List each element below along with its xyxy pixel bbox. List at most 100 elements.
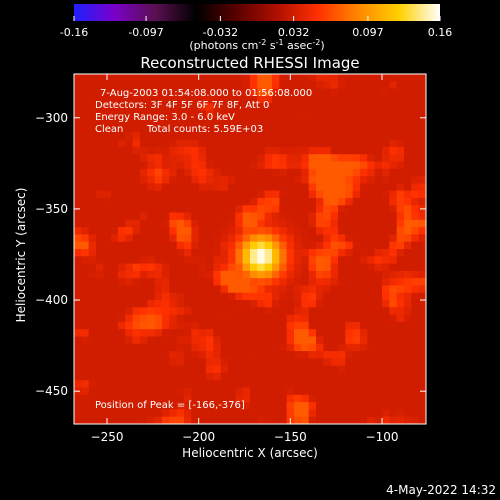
- heatmap-cell: [154, 372, 163, 381]
- heatmap-cell: [257, 132, 266, 141]
- heatmap-cell: [301, 336, 310, 345]
- heatmap-cell: [206, 402, 214, 411]
- heatmap-cell: [154, 300, 163, 308]
- heatmap-cell: [198, 139, 207, 148]
- heatmap-cell: [96, 256, 104, 265]
- heatmap-cell: [103, 241, 112, 250]
- heatmap-cell: [176, 336, 185, 345]
- heatmap-cell: [88, 314, 97, 323]
- heatmap-cell: [404, 103, 412, 112]
- heatmap-cell: [352, 176, 361, 184]
- heatmap-cell: [228, 365, 236, 374]
- heatmap-cell: [228, 234, 236, 243]
- heatmap-cell: [338, 183, 346, 192]
- heatmap-cell: [257, 270, 266, 279]
- heatmap-cell: [279, 358, 288, 367]
- heatmap-cell: [389, 190, 398, 199]
- heatmap-cell: [352, 292, 361, 301]
- heatmap-cell: [374, 219, 383, 228]
- heatmap-cell: [140, 176, 148, 184]
- heatmap-cell: [250, 241, 258, 250]
- colorbar-tick-label: 0.16: [428, 26, 453, 39]
- heatmap-cell: [118, 380, 126, 389]
- heatmap-cell: [338, 292, 346, 301]
- heatmap-cell: [191, 139, 200, 148]
- heatmap-cell: [316, 387, 324, 396]
- heatmap-cell: [81, 234, 90, 243]
- x-axis-label: Heliocentric X (arcsec): [182, 446, 318, 460]
- heatmap-cell: [198, 314, 207, 323]
- heatmap-cell: [294, 321, 302, 330]
- heatmap-cell: [147, 402, 156, 411]
- heatmap-cell: [110, 300, 119, 308]
- heatmap-cell: [191, 256, 200, 265]
- heatmap-cell: [396, 154, 405, 163]
- heatmap-cell: [198, 212, 207, 221]
- heatmap-cell: [418, 394, 426, 403]
- heatmap-cell: [154, 205, 163, 214]
- heatmap-cell: [81, 365, 90, 374]
- heatmap-cell: [382, 402, 390, 411]
- heatmap-cell: [374, 176, 383, 184]
- heatmap-cell: [191, 154, 200, 163]
- heatmap-cell: [169, 95, 178, 104]
- heatmap-cell: [279, 387, 288, 396]
- heatmap-cell: [81, 125, 90, 133]
- heatmap-cell: [345, 103, 354, 112]
- heatmap-cell: [308, 212, 317, 221]
- heatmap-cell: [286, 197, 295, 206]
- heatmap-cell: [411, 132, 420, 141]
- heatmap-cell: [118, 351, 126, 359]
- heatmap-cell: [345, 110, 354, 119]
- heatmap-cell: [191, 365, 200, 374]
- heatmap-cell: [389, 402, 398, 411]
- heatmap-cell: [367, 161, 376, 170]
- heatmap-cell: [162, 343, 170, 352]
- heatmap-cell: [154, 336, 163, 345]
- heatmap-cell: [154, 212, 163, 221]
- heatmap-cell: [235, 95, 244, 104]
- heatmap-cell: [96, 117, 104, 126]
- heatmap-cell: [96, 241, 104, 250]
- heatmap-cell: [301, 212, 310, 221]
- heatmap-cell: [404, 110, 412, 119]
- heatmap-cell: [250, 103, 258, 112]
- heatmap-cell: [418, 256, 426, 265]
- heatmap-cell: [279, 81, 288, 90]
- heatmap-cell: [396, 402, 405, 411]
- heatmap-cell: [220, 394, 229, 403]
- heatmap-cell: [316, 227, 324, 236]
- annotation-clean: Clean: [95, 124, 123, 135]
- heatmap-cell: [96, 219, 104, 228]
- heatmap-cell: [162, 190, 170, 199]
- heatmap-cell: [279, 263, 288, 272]
- heatmap-cell: [176, 372, 185, 381]
- heatmap-cell: [382, 249, 390, 257]
- heatmap-cell: [81, 307, 90, 316]
- heatmap-cell: [235, 343, 244, 352]
- heatmap-cell: [301, 300, 310, 308]
- heatmap-cell: [140, 227, 148, 236]
- heatmap-cell: [154, 343, 163, 352]
- heatmap-cell: [74, 74, 82, 82]
- heatmap-cell: [220, 95, 229, 104]
- heatmap-cell: [125, 300, 134, 308]
- heatmap-cell: [352, 161, 361, 170]
- heatmap-cell: [88, 394, 97, 403]
- heatmap-cell: [389, 409, 398, 418]
- heatmap-cell: [162, 409, 170, 418]
- heatmap-cell: [220, 285, 229, 294]
- heatmap-cell: [88, 285, 97, 294]
- heatmap-cell: [345, 212, 354, 221]
- heatmap-cell: [367, 249, 376, 257]
- heatmap-cell: [184, 110, 192, 119]
- heatmap-cell: [382, 365, 390, 374]
- heatmap-cell: [323, 125, 332, 133]
- heatmap-cell: [184, 139, 192, 148]
- heatmap-cell: [198, 387, 207, 396]
- heatmap-cell: [286, 227, 295, 236]
- heatmap-cell: [162, 241, 170, 250]
- heatmap-cell: [323, 270, 332, 279]
- heatmap-cell: [88, 387, 97, 396]
- heatmap-cell: [169, 197, 178, 206]
